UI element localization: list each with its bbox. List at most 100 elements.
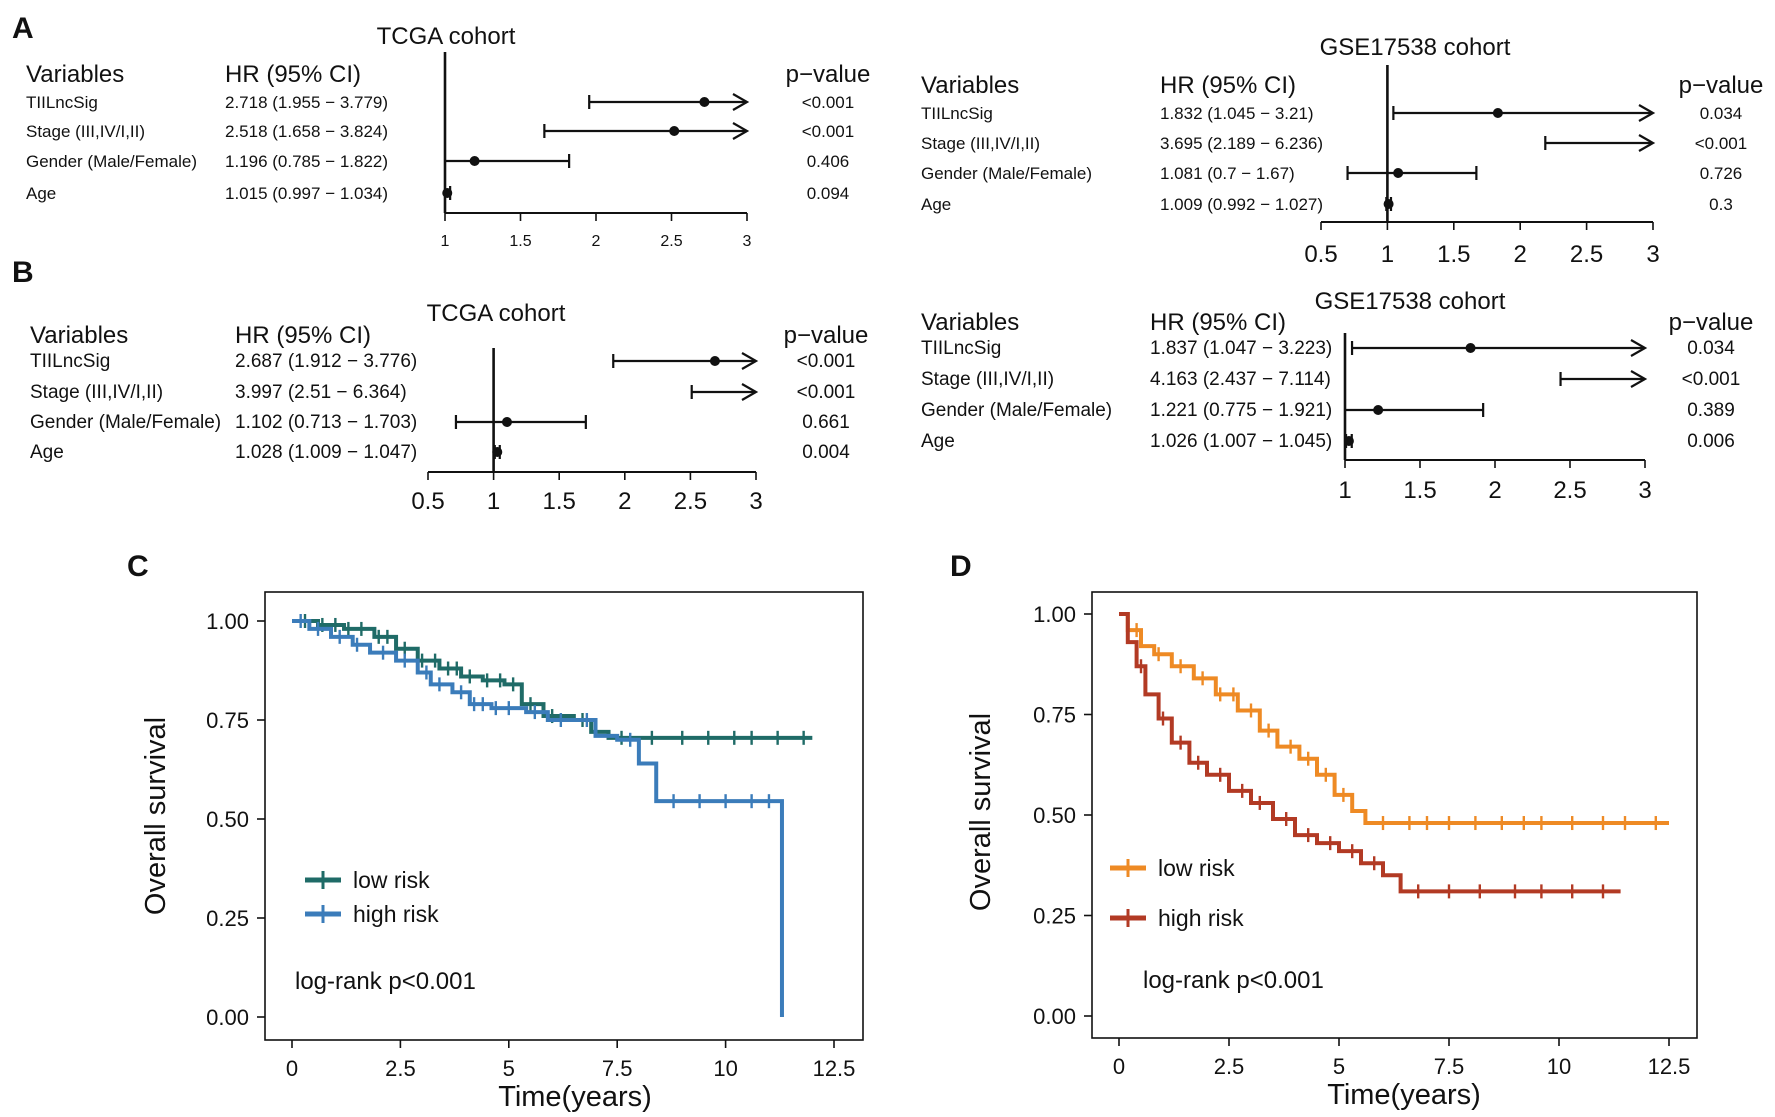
y-tick-label: 0.50 xyxy=(1033,803,1076,828)
y-tick-label: 1.00 xyxy=(206,609,249,634)
ci-arrow xyxy=(732,122,750,140)
x-tick-label: 1.5 xyxy=(1403,477,1436,504)
variable-label: TIILncSig xyxy=(921,338,1001,359)
hr-ci-text: 3.997 (2.51 − 6.364) xyxy=(235,382,407,403)
forest-title: GSE17538 cohort xyxy=(1315,288,1506,315)
variable-label: Gender (Male/Female) xyxy=(26,152,197,171)
forest-plot-b-gse: GSE17538 cohort Variables HR (95% CI) p−val… xyxy=(921,288,1753,504)
x-tick-label: 2 xyxy=(592,233,601,250)
x-tick-label: 0.5 xyxy=(411,488,444,515)
forest-plot-a-tcga: TCGA cohort Variables HR (95% CI) p−value 1 1… xyxy=(26,23,870,250)
x-tick-label: 5 xyxy=(1333,1054,1345,1079)
p-value: <0.001 xyxy=(797,382,856,403)
x-tick-label: 2.5 xyxy=(385,1056,416,1081)
hr-ci-text: 1.026 (1.007 − 1.045) xyxy=(1150,431,1332,452)
ci-arrow xyxy=(1630,339,1648,357)
hr-header: HR (95% CI) xyxy=(225,61,361,88)
p-value-header: p−value xyxy=(784,322,869,349)
plot-frame xyxy=(264,591,864,1041)
variable-label: Stage (III,IV/I,II) xyxy=(30,382,163,403)
legend-label: low risk xyxy=(1158,855,1235,881)
y-tick-label: 0.00 xyxy=(206,1005,249,1030)
x-tick-label: 1 xyxy=(487,488,500,515)
x-tick-label: 3 xyxy=(743,233,752,250)
forest-title: TCGA cohort xyxy=(427,300,566,327)
hr-ci-text: 1.028 (1.009 − 1.047) xyxy=(235,442,417,463)
x-tick-label: 2.5 xyxy=(1553,477,1586,504)
hr-point xyxy=(669,126,680,136)
hr-point xyxy=(442,188,453,198)
p-value: 0.034 xyxy=(1687,338,1735,359)
variable-label: Gender (Male/Female) xyxy=(30,412,221,433)
hr-header: HR (95% CI) xyxy=(1150,309,1286,336)
variables-header: Variables xyxy=(921,309,1019,336)
hr-ci-text: 1.015 (0.997 − 1.034) xyxy=(225,184,388,203)
panel-label-c: C xyxy=(127,550,149,583)
hr-point xyxy=(1383,199,1394,209)
x-tick-label: 12.5 xyxy=(813,1056,856,1081)
hr-point xyxy=(1373,405,1384,415)
forest-title: GSE17538 cohort xyxy=(1320,34,1511,61)
hr-ci-text: 1.832 (1.045 − 3.21) xyxy=(1160,104,1314,123)
x-tick-label: 0 xyxy=(286,1056,298,1081)
x-tick-label: 2 xyxy=(1514,241,1527,268)
x-tick-label: 5 xyxy=(503,1056,515,1081)
hr-ci-text: 4.163 (2.437 − 7.114) xyxy=(1150,369,1331,390)
p-value: 0.726 xyxy=(1700,164,1743,183)
hr-point xyxy=(709,356,720,366)
hr-ci-text: 1.081 (0.7 − 1.67) xyxy=(1160,164,1295,183)
panel-label-a: A xyxy=(12,12,34,45)
p-value: <0.001 xyxy=(1682,369,1741,390)
x-tick-label: 7.5 xyxy=(1434,1054,1465,1079)
hr-ci-text: 1.837 (1.047 − 3.223) xyxy=(1150,338,1332,359)
variable-label: Gender (Male/Female) xyxy=(921,400,1112,421)
p-value: 0.006 xyxy=(1687,431,1735,452)
x-tick-label: 1.5 xyxy=(1437,241,1470,268)
survival-curve-high-risk xyxy=(1119,612,1621,894)
panel-label-d: D xyxy=(950,550,972,583)
x-tick-label: 0.5 xyxy=(1304,241,1337,268)
hr-point xyxy=(501,417,512,427)
variable-label: Age xyxy=(921,195,951,214)
p-value: 0.004 xyxy=(802,442,850,463)
x-tick-label: 10 xyxy=(713,1056,737,1081)
x-tick-label: 2.5 xyxy=(1214,1054,1245,1079)
y-tick-label: 0.75 xyxy=(1033,703,1076,728)
hr-point xyxy=(492,447,503,457)
hr-ci-text: 3.695 (2.189 − 6.236) xyxy=(1160,134,1323,153)
panel-label-b: B xyxy=(12,256,34,289)
p-value: 0.406 xyxy=(807,152,850,171)
variables-header: Variables xyxy=(30,322,128,349)
p-value-header: p−value xyxy=(786,61,871,88)
ci-arrow xyxy=(1638,104,1656,122)
hr-point xyxy=(1343,436,1354,446)
p-value: <0.001 xyxy=(802,122,854,141)
x-tick-label: 3 xyxy=(749,488,762,515)
y-axis-label: Overall survival xyxy=(140,717,172,915)
p-value-header: p−value xyxy=(1669,309,1754,336)
ci-arrow xyxy=(732,93,750,111)
hr-ci-text: 1.196 (0.785 − 1.822) xyxy=(225,152,388,171)
variables-header: Variables xyxy=(921,72,1019,99)
variable-label: Stage (III,IV/I,II) xyxy=(921,134,1040,153)
ci-arrow xyxy=(741,352,759,370)
y-tick-label: 0.75 xyxy=(206,708,249,733)
forest-plot-a-gse: GSE17538 cohort Variables HR (95% CI) p−val… xyxy=(921,34,1763,268)
x-tick-label: 2 xyxy=(618,488,631,515)
survival-curve-low-risk xyxy=(1119,612,1669,826)
x-tick-label: 1 xyxy=(441,233,450,250)
x-tick-label: 0 xyxy=(1113,1054,1125,1079)
ci-arrow xyxy=(1638,134,1656,152)
x-tick-label: 3 xyxy=(1638,477,1651,504)
hr-header: HR (95% CI) xyxy=(1160,72,1296,99)
y-tick-label: 0.50 xyxy=(206,807,249,832)
variable-label: Age xyxy=(30,442,64,463)
variables-header: Variables xyxy=(26,61,124,88)
x-tick-label: 1 xyxy=(1338,477,1351,504)
ci-arrow xyxy=(1630,370,1648,388)
y-tick-label: 0.00 xyxy=(1033,1004,1076,1029)
x-tick-label: 7.5 xyxy=(602,1056,633,1081)
p-value: 0.389 xyxy=(1687,400,1735,421)
hr-point xyxy=(469,156,480,166)
